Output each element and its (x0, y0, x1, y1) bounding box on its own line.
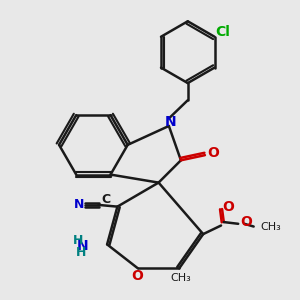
Text: O: O (222, 200, 234, 214)
Text: N: N (74, 198, 85, 212)
Text: O: O (131, 269, 143, 283)
Text: H: H (75, 247, 86, 260)
Text: CH₃: CH₃ (170, 273, 191, 283)
Text: O: O (208, 146, 219, 161)
Text: N: N (76, 239, 88, 253)
Text: H: H (73, 234, 83, 247)
Text: N: N (165, 115, 176, 129)
Text: C: C (101, 193, 111, 206)
Text: O: O (240, 215, 252, 229)
Text: CH₃: CH₃ (260, 221, 281, 232)
Text: Cl: Cl (216, 25, 230, 39)
